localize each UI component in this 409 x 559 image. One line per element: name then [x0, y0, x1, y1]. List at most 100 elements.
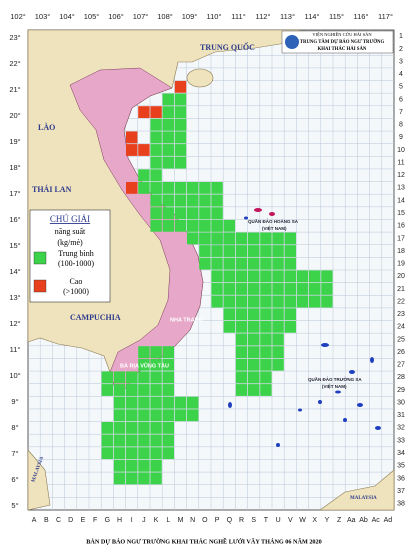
legend-unit: (kg/mẻ) [57, 238, 83, 247]
longitude-label: 111° [231, 12, 245, 21]
forecast-cell [162, 384, 174, 396]
forecast-cell [284, 245, 296, 257]
row-label: 21 [397, 286, 405, 293]
forecast-cell [138, 459, 150, 472]
column-label: L [166, 517, 170, 524]
forecast-cell [101, 371, 113, 384]
forecast-cell [235, 333, 248, 346]
island-label: QUẦN ĐẢO TRƯỜNG SA [308, 375, 362, 382]
forecast-cell [150, 144, 162, 156]
row-label: 2 [399, 46, 403, 53]
column-label: F [93, 517, 97, 524]
forecast-cell [272, 320, 284, 333]
forecast-cell [260, 232, 272, 245]
forecast-cell [187, 409, 199, 422]
forecast-cell [248, 371, 260, 384]
latitude-label: 13° [9, 293, 20, 302]
forecast-cell [284, 320, 296, 333]
forecast-cell [296, 270, 309, 283]
forecast-cell [223, 320, 235, 333]
forecast-cell [272, 245, 284, 257]
island [276, 443, 280, 447]
forecast-cell [199, 219, 211, 232]
place-label: BÀ RỊA VŨNG TÀU [120, 362, 169, 369]
island [370, 357, 374, 363]
row-label: 11 [397, 159, 404, 166]
column-label: W [299, 517, 306, 524]
forecast-cell [187, 181, 199, 194]
forecast-cell [223, 245, 235, 257]
column-label: T [264, 517, 269, 524]
island [254, 208, 262, 212]
row-label: 32 [397, 425, 405, 432]
island [298, 408, 302, 412]
forecast-cell [248, 257, 260, 270]
forecast-cell [248, 270, 260, 283]
forecast-cell [150, 131, 162, 144]
row-label: 1 [399, 33, 403, 40]
forecast-cell [260, 333, 272, 346]
row-label: 10 [397, 147, 405, 154]
column-label: N [190, 517, 195, 524]
row-label: 24 [397, 324, 405, 331]
longitude-label: 102° [10, 12, 26, 21]
forecast-cell [138, 358, 150, 371]
forecast-cell [174, 207, 187, 220]
forecast-cell [150, 421, 162, 434]
forecast-cell [248, 308, 260, 321]
forecast-cell [162, 219, 174, 232]
latitude-label: 6° [11, 475, 18, 484]
longitude-label: 114° [305, 12, 320, 21]
row-label: 16 [397, 223, 405, 230]
row-label: 38 [397, 501, 405, 508]
forecast-cell [150, 396, 162, 409]
country-label: MALAYSIA [350, 496, 377, 501]
forecast-cell [235, 283, 248, 295]
forecast-cell [223, 295, 235, 308]
longitude-label: 112° [256, 12, 271, 21]
row-label: 17 [397, 235, 405, 242]
forecast-cell [113, 472, 126, 485]
row-label: 14 [397, 197, 405, 204]
forecast-cell [272, 270, 284, 283]
column-label: B [44, 517, 49, 524]
forecast-cell [272, 308, 284, 321]
hainan [186, 68, 214, 88]
column-label: P [215, 517, 220, 524]
forecast-cell [138, 346, 150, 359]
row-label: 4 [399, 71, 403, 78]
row-label: 36 [397, 475, 405, 482]
forecast-cell [248, 283, 260, 295]
country-label: LÀO [38, 122, 55, 132]
forecast-cell [235, 232, 248, 245]
forecast-cell [162, 447, 174, 460]
forecast-cell [162, 409, 174, 422]
longitude-label: 104° [59, 12, 75, 21]
forecast-cell [162, 421, 174, 434]
island-label: QUẦN ĐẢO HOÀNG SA [248, 218, 299, 224]
column-label: I [131, 517, 133, 524]
forecast-cell [284, 283, 296, 295]
forecast-cell [150, 358, 162, 371]
forecast-cell [126, 371, 138, 384]
forecast-cell [223, 219, 235, 232]
country-label: THÁI LAN [32, 184, 72, 194]
latitude-label: 23° [9, 33, 20, 42]
forecast-cell [223, 308, 235, 321]
latitude-label: 9° [11, 397, 18, 406]
row-label: 34 [397, 450, 405, 457]
island [244, 216, 248, 220]
forecast-cell [235, 320, 248, 333]
forecast-cell [150, 384, 162, 396]
country-label: TRUNG QUỐC [200, 42, 255, 52]
forecast-cell [138, 447, 150, 460]
forecast-cell [174, 181, 187, 194]
forecast-cell [138, 144, 150, 156]
column-label: K [154, 517, 159, 524]
forecast-cell [138, 169, 150, 182]
row-label: 31 [397, 412, 405, 419]
forecast-cell [174, 156, 187, 169]
forecast-cell [211, 295, 223, 308]
forecast-cell [223, 257, 235, 270]
island [269, 212, 275, 216]
